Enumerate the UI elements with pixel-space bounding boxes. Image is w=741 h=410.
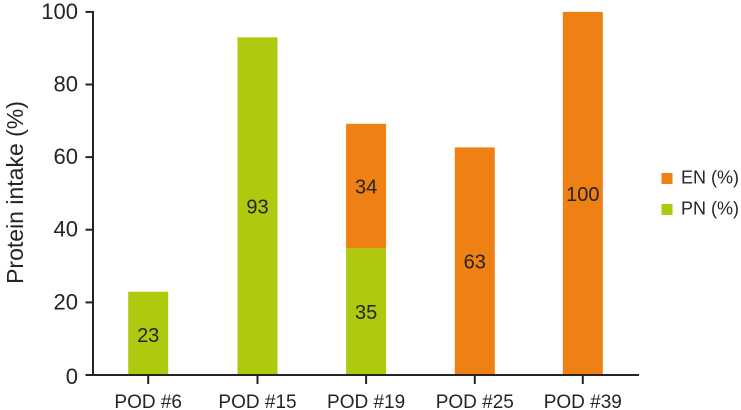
svg-text:63: 63 <box>464 252 486 274</box>
svg-text:POD #19: POD #19 <box>327 392 405 410</box>
svg-text:EN (%): EN (%) <box>681 168 739 188</box>
svg-text:POD #6: POD #6 <box>114 392 182 410</box>
svg-text:60: 60 <box>54 144 78 169</box>
svg-text:100: 100 <box>566 184 599 206</box>
svg-text:34: 34 <box>355 176 377 198</box>
svg-text:40: 40 <box>54 217 78 242</box>
svg-text:35: 35 <box>355 302 377 324</box>
svg-text:0: 0 <box>66 364 78 389</box>
svg-text:80: 80 <box>54 72 78 97</box>
svg-text:PN (%): PN (%) <box>681 199 739 219</box>
svg-text:93: 93 <box>246 197 268 219</box>
svg-text:20: 20 <box>54 289 78 314</box>
svg-text:POD #25: POD #25 <box>436 392 514 410</box>
svg-text:POD #39: POD #39 <box>544 392 622 410</box>
svg-text:Protein intake (%): Protein intake (%) <box>2 101 28 284</box>
svg-text:23: 23 <box>137 325 159 347</box>
svg-text:100: 100 <box>41 0 78 24</box>
svg-text:POD #15: POD #15 <box>218 392 296 410</box>
